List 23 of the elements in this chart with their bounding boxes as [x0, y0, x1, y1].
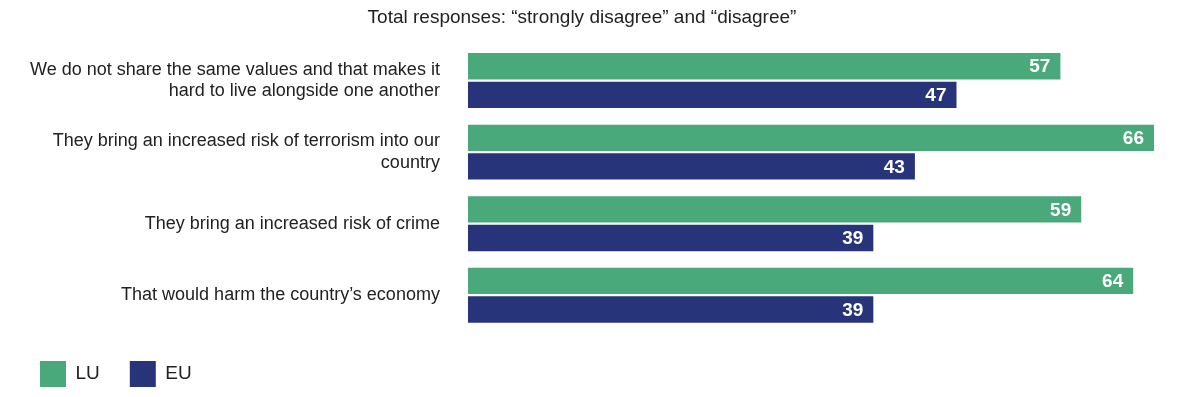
data-label: 39 — [842, 298, 864, 320]
bar — [467, 53, 1061, 80]
bar — [467, 296, 874, 323]
data-label: 47 — [925, 84, 947, 106]
bar — [467, 196, 1082, 223]
data-label: 57 — [1029, 55, 1051, 77]
data-label: 43 — [883, 155, 905, 177]
data-label: 64 — [1102, 270, 1124, 292]
bar — [467, 153, 915, 180]
bar — [467, 81, 957, 109]
legend-label: LU — [75, 362, 100, 384]
y-tick-label: That would harm the country’s economy — [121, 284, 440, 305]
y-tick-label: They bring an increased risk of terrorism into our country — [52, 130, 440, 172]
data-label: 59 — [1050, 198, 1072, 220]
bar — [467, 124, 1154, 151]
legend-label: EU — [165, 362, 192, 384]
data-label: 39 — [842, 227, 864, 249]
chart-title: Total responses: “strongly disagree” and “disagree” — [367, 5, 797, 27]
bar — [467, 267, 1134, 295]
y-tick-label: They bring an increased risk of crime — [144, 212, 440, 233]
bar — [467, 224, 874, 252]
data-label: 66 — [1122, 127, 1144, 149]
y-tick-label: We do not share the same values and that makes it hard to live alongside one another — [29, 58, 440, 101]
